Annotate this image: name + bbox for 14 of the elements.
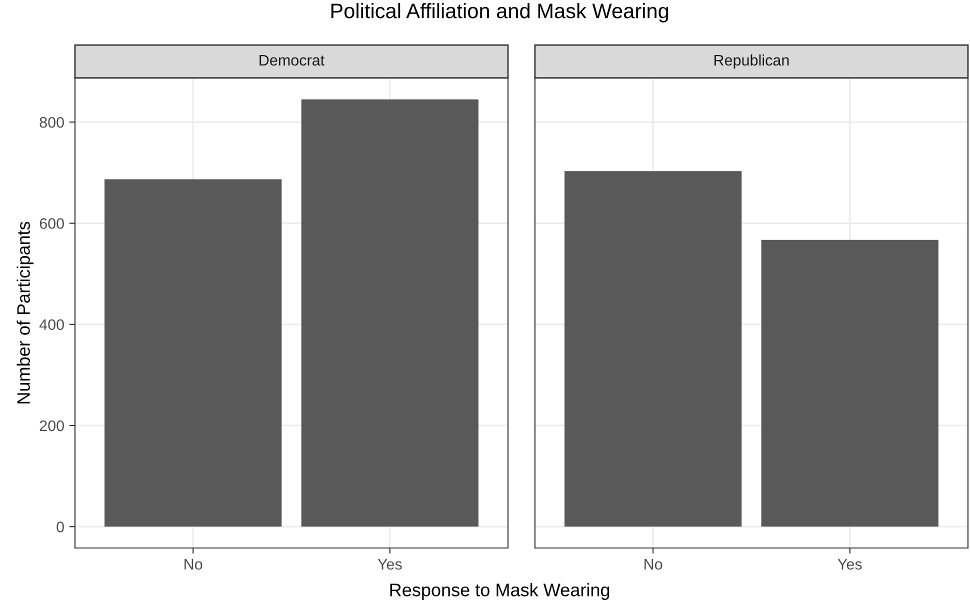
text: Political Affiliation and Mask Wearing [331,3,668,22]
y-tick-label: 800 [40,116,64,128]
x-tick-label: No [184,558,202,570]
y-tick-label: 200 [40,420,64,432]
x-tick-label: Yes [378,558,402,570]
y-tick-label: 600 [40,218,64,229]
x-axis-title: Response to Mask Wearing [390,583,610,600]
y-tick-label: 0 [56,522,64,532]
chart-title: Democrat [260,54,324,66]
chart-title: Republican [714,54,789,69]
y-tick-label: 400 [39,319,64,330]
y-axis-title: Number of Participants [16,222,34,404]
x-tick-label: Yes [838,558,862,570]
x-tick-label: No [644,558,662,570]
